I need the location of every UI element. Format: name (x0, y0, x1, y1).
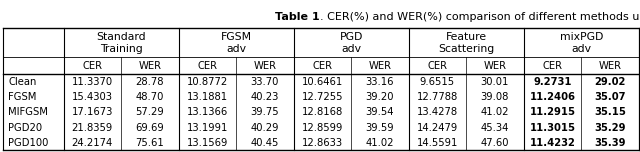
Text: CER: CER (312, 61, 332, 71)
Text: 12.8599: 12.8599 (301, 123, 343, 133)
Text: FGSM
adv: FGSM adv (221, 32, 252, 54)
Text: 33.16: 33.16 (365, 77, 394, 87)
Text: CER: CER (197, 61, 218, 71)
Text: WER: WER (369, 61, 392, 71)
Text: 11.2406: 11.2406 (529, 92, 575, 102)
Text: 24.2174: 24.2174 (72, 138, 113, 148)
Text: 13.1366: 13.1366 (187, 107, 228, 117)
Text: CER: CER (428, 61, 447, 71)
Text: 11.3015: 11.3015 (529, 123, 575, 133)
Text: . CER(%) and WER(%) comparison of different methods under white-box attacks.: . CER(%) and WER(%) comparison of differ… (320, 12, 640, 22)
Text: 10.8772: 10.8772 (187, 77, 228, 87)
Text: FGSM: FGSM (8, 92, 36, 102)
Text: 13.1881: 13.1881 (187, 92, 228, 102)
Text: 39.54: 39.54 (365, 107, 394, 117)
Text: 69.69: 69.69 (136, 123, 164, 133)
Text: 11.4232: 11.4232 (529, 138, 575, 148)
Text: 12.8168: 12.8168 (302, 107, 343, 117)
Text: 9.6515: 9.6515 (420, 77, 455, 87)
Text: 11.3370: 11.3370 (72, 77, 113, 87)
Text: 40.45: 40.45 (251, 138, 279, 148)
Text: 35.29: 35.29 (594, 123, 626, 133)
Text: 11.2915: 11.2915 (529, 107, 575, 117)
Text: PGD100: PGD100 (8, 138, 49, 148)
Text: 48.70: 48.70 (136, 92, 164, 102)
Text: 45.34: 45.34 (481, 123, 509, 133)
Text: 41.02: 41.02 (481, 107, 509, 117)
Text: 39.59: 39.59 (365, 123, 394, 133)
Text: 9.2731: 9.2731 (533, 77, 572, 87)
Text: WER: WER (598, 61, 621, 71)
Text: 35.39: 35.39 (594, 138, 626, 148)
Text: 13.4278: 13.4278 (417, 107, 458, 117)
Text: 13.1569: 13.1569 (187, 138, 228, 148)
Text: 14.5591: 14.5591 (417, 138, 458, 148)
Text: 14.2479: 14.2479 (417, 123, 458, 133)
Text: WER: WER (138, 61, 161, 71)
Text: 40.23: 40.23 (251, 92, 279, 102)
Text: 13.1991: 13.1991 (187, 123, 228, 133)
Text: PGD
adv: PGD adv (339, 32, 363, 54)
Text: 29.02: 29.02 (595, 77, 626, 87)
Text: Feature
Scattering: Feature Scattering (438, 32, 494, 54)
Text: 12.8633: 12.8633 (302, 138, 343, 148)
Text: CER: CER (543, 61, 563, 71)
Text: 39.75: 39.75 (251, 107, 279, 117)
Text: CER: CER (83, 61, 102, 71)
Text: mixPGD
adv: mixPGD adv (559, 32, 603, 54)
Text: 39.20: 39.20 (365, 92, 394, 102)
Text: 10.6461: 10.6461 (302, 77, 343, 87)
Text: 21.8359: 21.8359 (72, 123, 113, 133)
Text: Standard
Training: Standard Training (96, 32, 146, 54)
Text: 57.29: 57.29 (136, 107, 164, 117)
Text: WER: WER (253, 61, 276, 71)
Text: 30.01: 30.01 (481, 77, 509, 87)
Text: WER: WER (483, 61, 506, 71)
Text: 15.4303: 15.4303 (72, 92, 113, 102)
Text: 40.29: 40.29 (251, 123, 279, 133)
Text: 17.1673: 17.1673 (72, 107, 113, 117)
Text: Table 1: Table 1 (275, 12, 320, 22)
Text: 39.08: 39.08 (481, 92, 509, 102)
Text: 33.70: 33.70 (251, 77, 279, 87)
Text: MIFGSM: MIFGSM (8, 107, 48, 117)
Text: PGD20: PGD20 (8, 123, 42, 133)
Text: 35.07: 35.07 (594, 92, 626, 102)
Text: Clean: Clean (8, 77, 36, 87)
Text: 35.15: 35.15 (594, 107, 626, 117)
Text: 47.60: 47.60 (481, 138, 509, 148)
Text: 75.61: 75.61 (136, 138, 164, 148)
Text: 28.78: 28.78 (136, 77, 164, 87)
Text: 12.7255: 12.7255 (301, 92, 343, 102)
Text: 12.7788: 12.7788 (417, 92, 458, 102)
Text: 41.02: 41.02 (365, 138, 394, 148)
